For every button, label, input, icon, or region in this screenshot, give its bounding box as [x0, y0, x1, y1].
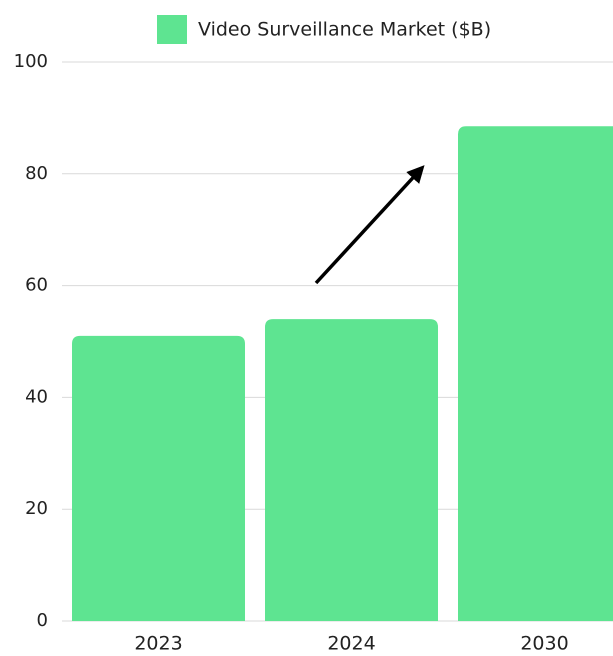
- legend-swatch: [157, 15, 187, 44]
- y-tick-label: 80: [25, 163, 48, 184]
- y-tick-label: 0: [37, 610, 48, 631]
- y-tick-label: 40: [25, 386, 48, 407]
- arrow: [314, 165, 425, 285]
- y-tick-label: 100: [14, 51, 48, 72]
- x-tick-label: 2024: [327, 633, 375, 655]
- y-tick-label: 60: [25, 275, 48, 296]
- bar: [72, 335, 245, 621]
- bar-layer: [72, 126, 613, 621]
- y-tick-label: 20: [25, 498, 48, 519]
- x-tick-label: 2030: [520, 633, 568, 655]
- x-tick-label: 2023: [134, 633, 182, 655]
- bar: [458, 126, 613, 621]
- legend-label: Video Surveillance Market ($B): [198, 19, 491, 41]
- bar: [265, 319, 438, 621]
